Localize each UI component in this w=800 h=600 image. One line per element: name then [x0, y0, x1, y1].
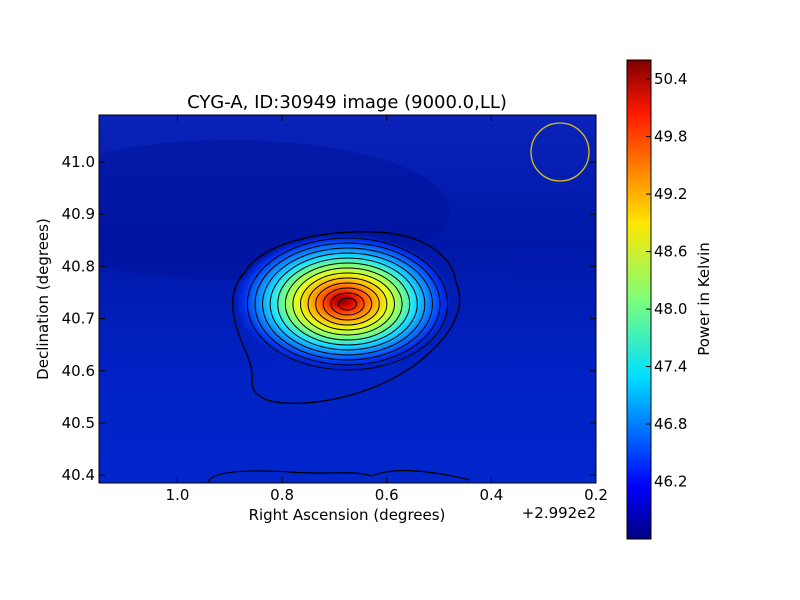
outer-contour: [232, 231, 461, 404]
colorbar-gradient: [626, 59, 652, 540]
contour-lines: [246, 237, 449, 371]
colorbar-tick-label: 48.6: [654, 243, 687, 261]
contour-line: [315, 282, 380, 326]
contour-line: [277, 257, 418, 351]
contour-line: [330, 292, 365, 316]
contour-line: [338, 297, 357, 311]
contour-line: [284, 262, 411, 346]
contour-line: [300, 272, 395, 336]
beam-circle: [530, 122, 590, 182]
colorbar-tick-label: 46.8: [654, 415, 687, 433]
x-tick-label: 0.6: [375, 486, 399, 504]
x-tick-label: 1.0: [166, 486, 190, 504]
contour-line: [246, 237, 449, 371]
colorbar-tick-label: 46.2: [654, 473, 687, 491]
colorbar-tick-label: 49.2: [654, 185, 687, 203]
y-tick-label: 40.4: [62, 466, 95, 484]
source-emission: [235, 234, 451, 368]
y-tick-label: 41.0: [62, 153, 95, 171]
y-axis-ticks: 40.4 40.5 40.6 40.7 40.8 40.9 41.0: [62, 153, 596, 484]
y-tick-label: 40.5: [62, 414, 95, 432]
x-axis-label: Right Ascension (degrees): [249, 506, 446, 524]
x-tick-label: 0.8: [270, 486, 294, 504]
x-axis-ticks: 1.0 0.8 0.6 0.4 0.2: [166, 115, 608, 504]
y-tick-label: 40.9: [62, 205, 95, 223]
contour-line: [254, 242, 441, 366]
x-axis-offset-label: +2.992e2: [522, 504, 596, 522]
contour-line: [269, 252, 426, 356]
chart-title: CYG-A, ID:30949 image (9000.0,LL): [187, 92, 507, 113]
plot-area: [99, 115, 596, 483]
colorbar-ticks: 46.2 46.8 47.4 48.0 48.6 49.2 49.8 50.4: [646, 70, 687, 491]
colorbar-tick-label: 48.0: [654, 300, 687, 318]
y-tick-label: 40.6: [62, 362, 95, 380]
colorbar-tick-label: 47.4: [654, 358, 687, 376]
colorbar-tick-label: 50.4: [654, 70, 687, 88]
bottom-contour: [207, 469, 471, 483]
x-tick-label: 0.2: [584, 486, 608, 504]
contour-line: [322, 287, 373, 321]
contour-line: [292, 267, 403, 341]
x-tick-label: 0.4: [479, 486, 503, 504]
y-axis-label: Declination (degrees): [34, 218, 52, 380]
colorbar-tick-label: 49.8: [654, 128, 687, 146]
y-tick-label: 40.7: [62, 310, 95, 328]
y-tick-label: 40.8: [62, 257, 95, 275]
contour-line: [307, 277, 388, 331]
plot-frame: [98, 114, 597, 484]
contour-line: [262, 247, 433, 361]
colorbar-label: Power in Kelvin: [695, 242, 713, 356]
